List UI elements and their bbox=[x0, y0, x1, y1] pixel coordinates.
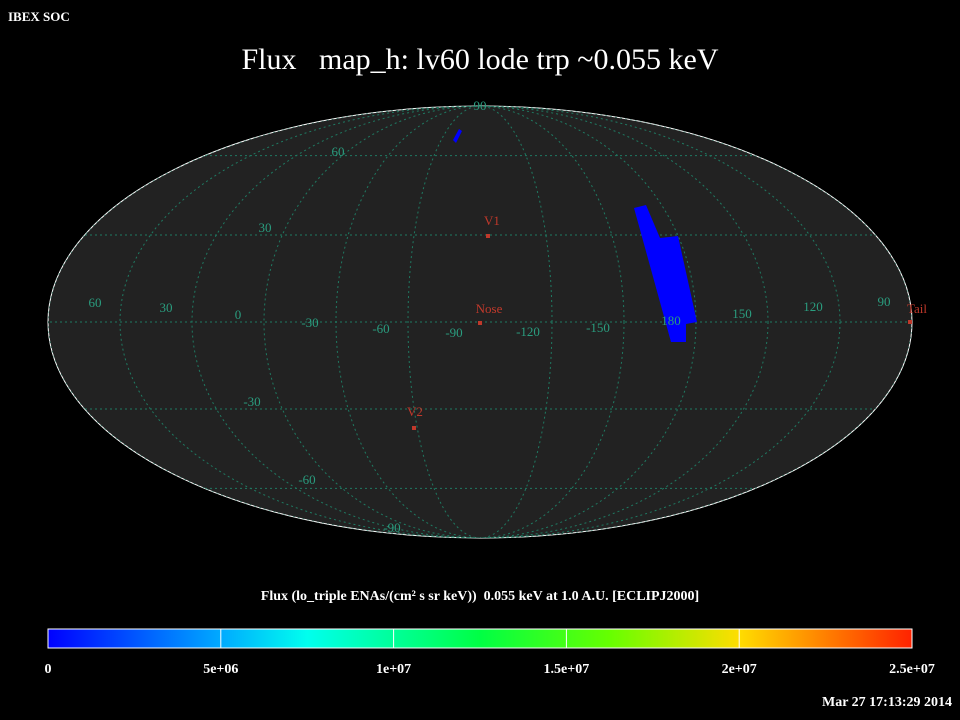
longitude-label: -120 bbox=[516, 324, 540, 339]
marker-label: V2 bbox=[407, 404, 423, 419]
colorbar-tick-label: 1e+07 bbox=[376, 662, 411, 677]
longitude-label: -90 bbox=[445, 325, 462, 340]
longitude-label: 90 bbox=[878, 294, 891, 309]
header: IBEX SOC bbox=[8, 9, 70, 24]
marker-dot bbox=[478, 321, 482, 325]
colorbar-tick-label: 0 bbox=[45, 662, 52, 677]
flux-region bbox=[453, 129, 462, 143]
colorbar-tick-label: 2e+07 bbox=[722, 662, 757, 677]
marker-label: Tail bbox=[907, 301, 927, 316]
latitude-label: 90 bbox=[474, 98, 487, 113]
colorbar-label: Flux (lo_triple ENAs/(cm² s sr keV)) 0.0… bbox=[261, 589, 699, 604]
longitude-label: 30 bbox=[160, 300, 173, 315]
longitude-label: -60 bbox=[372, 321, 389, 336]
meridian bbox=[191, 106, 769, 538]
latitude-label: -60 bbox=[298, 472, 315, 487]
marker-dot bbox=[486, 234, 490, 238]
longitude-label: -30 bbox=[301, 315, 318, 330]
marker-label: V1 bbox=[484, 213, 500, 228]
longitude-label: -150 bbox=[586, 320, 610, 335]
timestamp: Mar 27 17:13:29 2014 bbox=[822, 695, 952, 710]
colorbar bbox=[47, 628, 913, 649]
marker-dot bbox=[412, 426, 416, 430]
longitude-label: 150 bbox=[732, 306, 752, 321]
marker-dot bbox=[908, 320, 912, 324]
latitude-label: -90 bbox=[383, 520, 400, 535]
colorbar-tick-label: 1.5e+07 bbox=[544, 662, 590, 677]
flux-region bbox=[634, 205, 697, 342]
longitude-label: 180 bbox=[661, 313, 681, 328]
marker-label: Nose bbox=[476, 301, 503, 316]
colorbar-tick-label: 5e+06 bbox=[203, 662, 238, 677]
colorbar-tick-label: 2.5e+07 bbox=[889, 662, 935, 677]
latitude-label: -30 bbox=[243, 394, 260, 409]
title: Flux map_h: lv60 lode trp ~0.055 keV bbox=[241, 43, 718, 76]
longitude-label: 120 bbox=[803, 299, 823, 314]
latitude-label: 30 bbox=[259, 220, 272, 235]
longitude-label: 60 bbox=[89, 295, 102, 310]
longitude-label: 0 bbox=[235, 307, 242, 322]
latitude-label: 60 bbox=[332, 144, 345, 159]
